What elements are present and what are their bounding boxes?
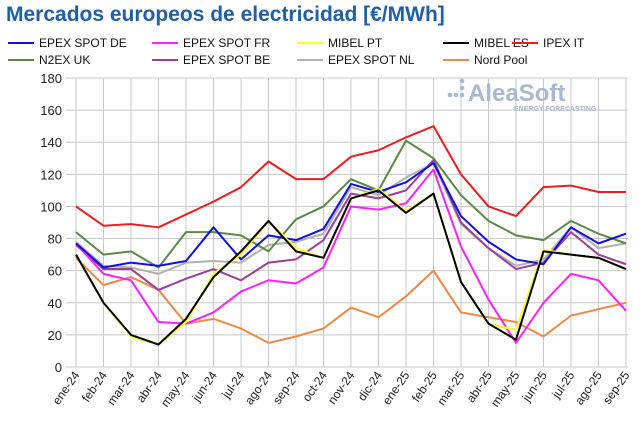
legend-label: EPEX SPOT NL	[328, 53, 415, 67]
legend-swatch	[8, 42, 34, 44]
series-line-mibel-es	[75, 189, 627, 346]
legend-swatch	[297, 59, 323, 61]
legend-item: N2EX UK	[8, 53, 90, 67]
legend-label: Nord Pool	[474, 53, 528, 67]
x-tick-label: ago-24	[242, 368, 275, 407]
legend-label: N2EX UK	[39, 53, 91, 67]
legend-item: EPEX SPOT NL	[297, 53, 414, 67]
series-line-epex-spot-de	[75, 162, 627, 269]
y-tick-label: 160	[40, 103, 62, 118]
y-tick-label: 180	[40, 71, 62, 86]
legend-swatch	[297, 42, 323, 44]
x-tick-label: may-25	[488, 368, 523, 409]
watermark-dot	[453, 92, 459, 98]
x-tick-label: nov-24	[325, 368, 358, 406]
x-tick-label: ene-25	[380, 368, 413, 407]
x-tick-label: jun-24	[189, 368, 220, 404]
legend-swatch	[443, 59, 469, 61]
y-tick-label: 0	[55, 360, 62, 375]
legend-swatch	[152, 42, 178, 44]
legend-item: EPEX SPOT FR	[152, 36, 270, 50]
legend-label: EPEX SPOT FR	[183, 36, 271, 50]
legend-swatch	[8, 59, 34, 61]
series-line-epex-spot-fr	[75, 168, 627, 344]
legend-swatch	[512, 42, 538, 44]
y-tick-label: 140	[40, 135, 62, 150]
legend-label: EPEX SPOT BE	[183, 53, 271, 67]
y-tick-label: 60	[48, 264, 62, 279]
legend-item: IPEX IT	[512, 36, 584, 50]
legend-label: MIBEL ES	[474, 36, 529, 50]
legend-item: MIBEL PT	[297, 36, 382, 50]
x-tick-label: mar-24	[104, 368, 137, 407]
y-tick-label: 80	[48, 232, 62, 247]
legend-item: MIBEL ES	[443, 36, 529, 50]
legend-item: EPEX SPOT DE	[8, 36, 127, 50]
x-tick-label: may-24	[158, 368, 193, 409]
series-line-ipex-it	[75, 125, 626, 229]
legend-item: EPEX SPOT BE	[152, 53, 270, 67]
x-tick-label: ago-25	[572, 368, 605, 407]
legend-swatch	[443, 42, 469, 44]
watermark-dot	[459, 92, 465, 98]
watermark-logo: AleaSoft	[468, 80, 565, 107]
x-tick-label: mar-25	[434, 368, 467, 407]
y-tick-label: 100	[40, 199, 62, 214]
y-tick-label: 20	[48, 328, 62, 343]
watermark-dot	[459, 78, 465, 84]
watermark-dot	[447, 92, 453, 98]
series-line-epex-spot-be	[75, 158, 627, 291]
y-tick-label: 120	[40, 167, 62, 182]
legend-item: Nord Pool	[443, 53, 527, 67]
series-line-nord-pool	[75, 257, 627, 344]
x-tick-label: jun-25	[519, 368, 550, 404]
y-tick-label: 40	[48, 296, 62, 311]
legend-label: MIBEL PT	[328, 36, 383, 50]
chart-title: Mercados europeos de electricidad [€/MWh…	[6, 3, 445, 26]
series-line-n2ex-uk	[75, 139, 627, 269]
x-tick-label: sep-24	[270, 368, 303, 406]
x-tick-label: sep-25	[600, 368, 633, 406]
watermark-tagline: ENERGY FORECASTING	[514, 106, 597, 113]
series-line-epex-spot-nl	[75, 162, 627, 275]
legend-label: EPEX SPOT DE	[39, 36, 127, 50]
watermark-dot	[459, 85, 465, 91]
legend-label: IPEX IT	[543, 36, 585, 50]
legend-swatch	[152, 59, 178, 61]
